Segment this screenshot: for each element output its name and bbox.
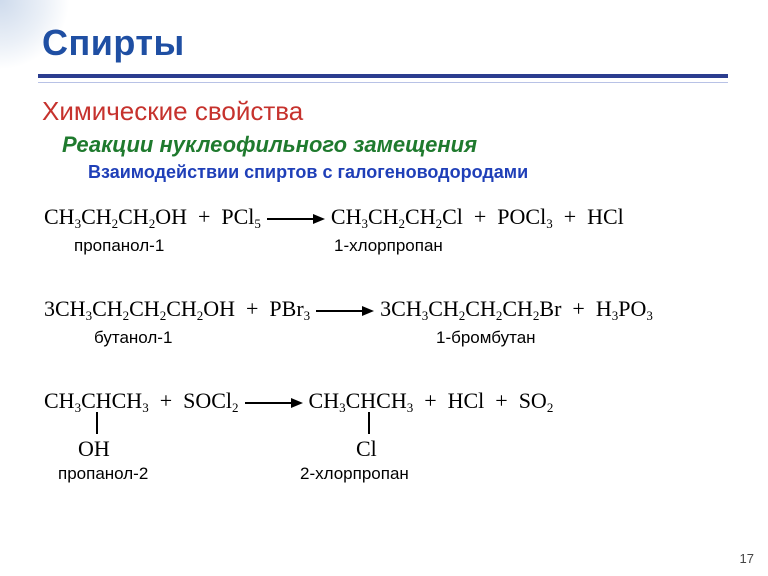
equation-rhs: 3CH3CH2CH2CH2Br + H3PO3 bbox=[380, 296, 653, 321]
equation-rhs: CH3CH2CH2Cl + POCl3 + HCl bbox=[331, 204, 624, 229]
section-heading: Химические свойства bbox=[42, 96, 303, 127]
page-number: 17 bbox=[740, 551, 754, 566]
compound-label: 1-бромбутан bbox=[436, 328, 536, 348]
equation-lhs: CH3CHCH3 + SOCl2 bbox=[44, 388, 239, 413]
equation-lhs: 3CH3CH2CH2CH2OH + PBr3 bbox=[44, 296, 310, 321]
compound-label: 1-хлорпропан bbox=[334, 236, 443, 256]
compound-label: бутанол-1 bbox=[94, 328, 172, 348]
subsection-heading: Реакции нуклеофильного замещения bbox=[62, 132, 477, 158]
divider-thin bbox=[38, 82, 728, 83]
reaction-arrow-icon bbox=[267, 213, 325, 225]
equation-lhs: CH3CH2CH2OH + PCl5 bbox=[44, 204, 261, 229]
reaction-arrow-icon bbox=[245, 397, 303, 409]
equation-rhs: CH3CHCH3 + HCl + SO2 bbox=[309, 388, 554, 413]
substituent-label: Cl bbox=[356, 438, 377, 460]
reaction-arrow-icon bbox=[316, 305, 374, 317]
slide: { "title": "Спирты", "section": "Химичес… bbox=[0, 0, 768, 576]
compound-label: 2-хлорпропан bbox=[300, 464, 409, 484]
bond-line bbox=[368, 412, 370, 434]
equation-3: CH3CHCH3 + SOCl2 CH3CHCH3 + HCl + SO2 bbox=[44, 390, 553, 414]
divider-thick bbox=[38, 74, 728, 78]
compound-label: пропанол-1 bbox=[74, 236, 164, 256]
bond-line bbox=[96, 412, 98, 434]
substituent-label: OH bbox=[78, 438, 110, 460]
page-title: Спирты bbox=[42, 22, 185, 64]
compound-label: пропанол-2 bbox=[58, 464, 148, 484]
equation-2: 3CH3CH2CH2CH2OH + PBr3 3CH3CH2CH2CH2Br + … bbox=[44, 298, 653, 322]
equation-1: CH3CH2CH2OH + PCl5 CH3CH2CH2Cl + POCl3 + … bbox=[44, 206, 624, 230]
subsubsection-heading: Взаимодействии спиртов с галогеноводород… bbox=[88, 162, 528, 183]
